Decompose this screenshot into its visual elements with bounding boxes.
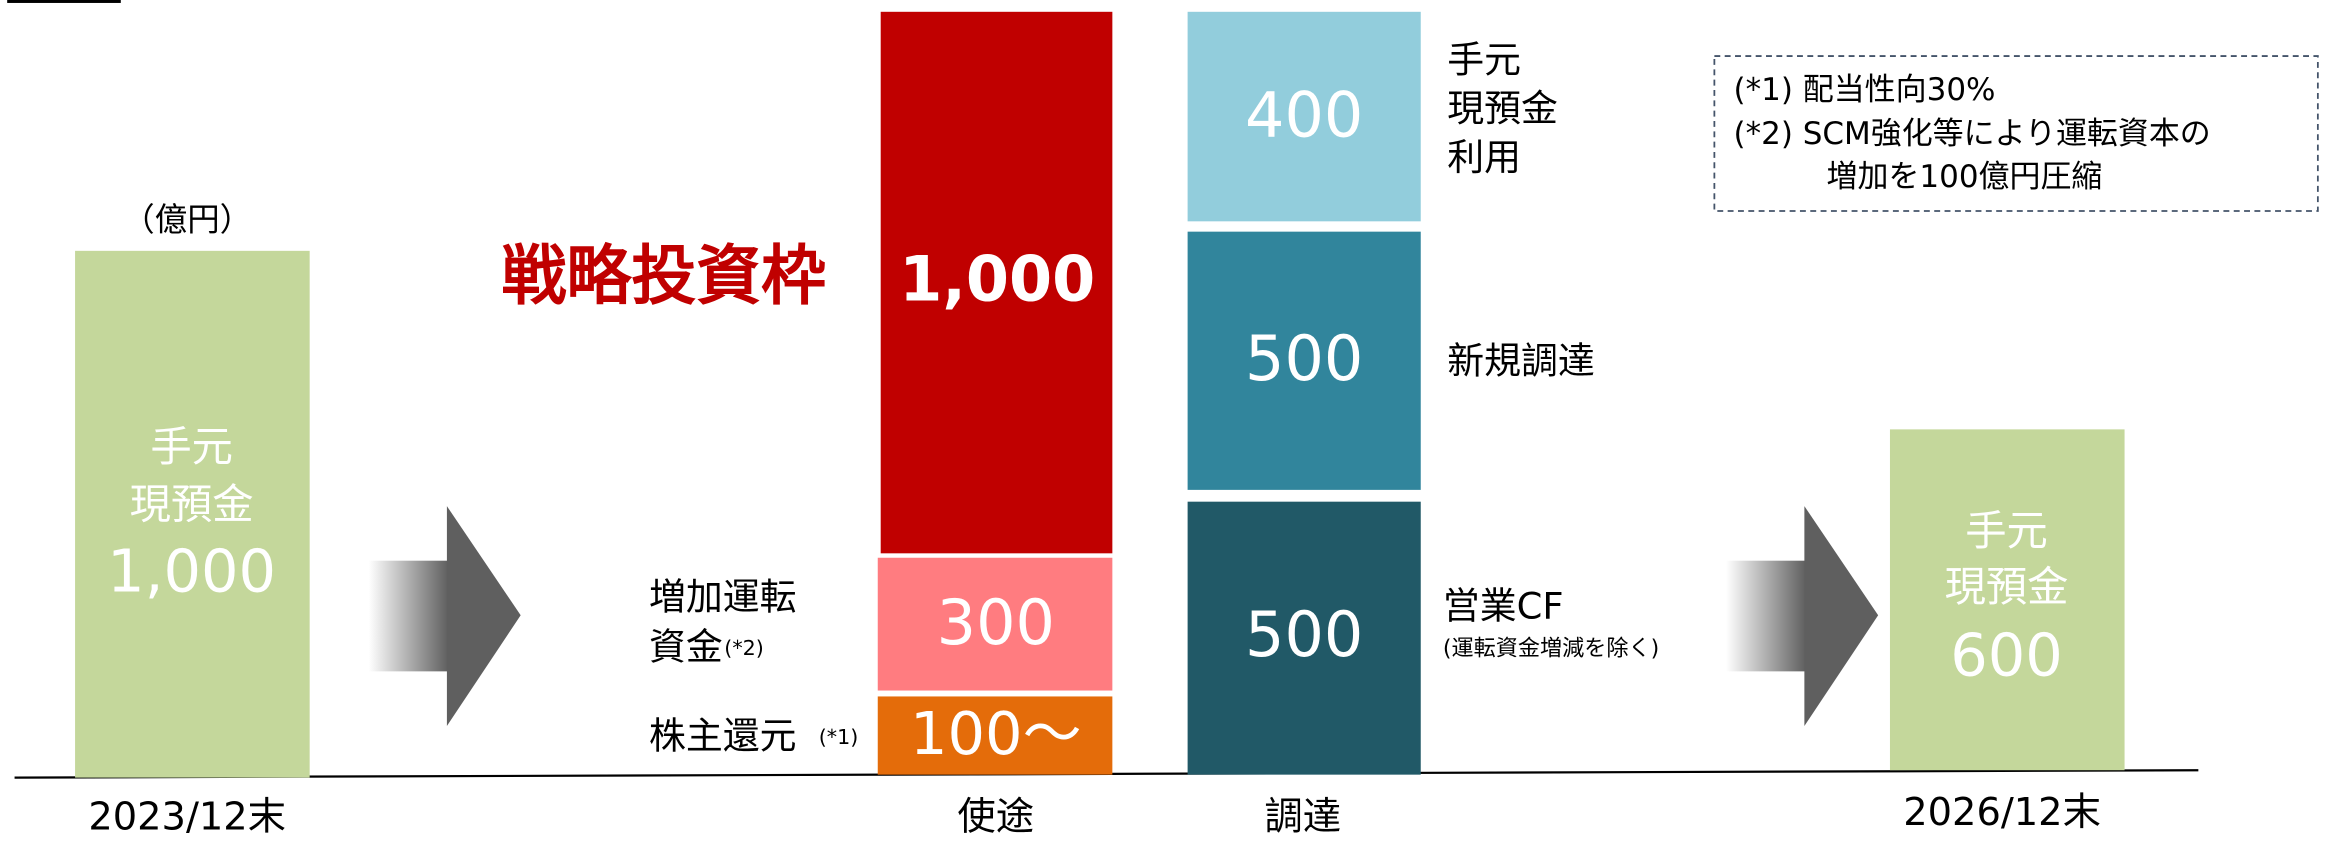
use-bar xyxy=(877,557,1113,691)
use-label: 資金 xyxy=(649,626,723,669)
use-bar xyxy=(877,696,1113,775)
period: 2023/12末 xyxy=(88,794,286,839)
use-label: 株主還元 xyxy=(649,714,797,757)
start-value: 1,000 xyxy=(107,537,276,606)
note: (*1) 配当性向30% xyxy=(1734,72,1996,108)
end-bar xyxy=(1889,429,2125,771)
top-rule xyxy=(7,0,121,3)
use-value: 100～ xyxy=(910,699,1082,768)
end-value: 600 xyxy=(1950,621,2063,690)
start-label: 現預金 xyxy=(130,481,254,529)
arrow xyxy=(1726,560,1806,672)
source-label: 営業CF xyxy=(1443,584,1564,627)
use-note: (*2) xyxy=(724,636,764,660)
end-label: 手元 xyxy=(1965,507,2048,555)
arrow xyxy=(446,506,521,726)
source-sublabel: (運転資金増減を除く) xyxy=(1443,636,1659,662)
source-label: 利用 xyxy=(1447,136,1521,179)
use-bar xyxy=(880,11,1113,554)
axis-label: 調達 xyxy=(1264,794,1341,839)
unit: （億円） xyxy=(122,200,252,238)
use-note: (*1) xyxy=(819,725,859,749)
source-value: 500 xyxy=(1245,598,1363,671)
use-value: 1,000 xyxy=(899,242,1095,315)
source-label: 現預金 xyxy=(1447,87,1558,130)
source-bar xyxy=(1187,231,1421,490)
period: 2026/12末 xyxy=(1903,790,2101,835)
note: (*2) SCM強化等により運転資本の xyxy=(1734,116,2211,152)
strategic-label: 戦略投資枠 xyxy=(502,239,827,314)
use-value: 300 xyxy=(937,586,1055,659)
note: 増加を100億円圧縮 xyxy=(1827,159,2103,195)
source-label: 手元 xyxy=(1447,38,1521,81)
axis-label: 使途 xyxy=(957,794,1034,839)
source-value: 400 xyxy=(1245,79,1363,152)
arrow xyxy=(368,560,449,672)
source-bar xyxy=(1187,11,1421,222)
notes-box xyxy=(1713,55,2319,212)
use-label: 増加運転 xyxy=(649,576,797,619)
arrow xyxy=(1804,506,1879,726)
source-value: 500 xyxy=(1245,322,1363,395)
start-bar xyxy=(75,250,310,778)
source-bar xyxy=(1187,501,1421,775)
source-label: 新規調達 xyxy=(1447,339,1595,382)
start-label: 手元 xyxy=(150,423,233,471)
end-label: 現預金 xyxy=(1945,563,2069,611)
